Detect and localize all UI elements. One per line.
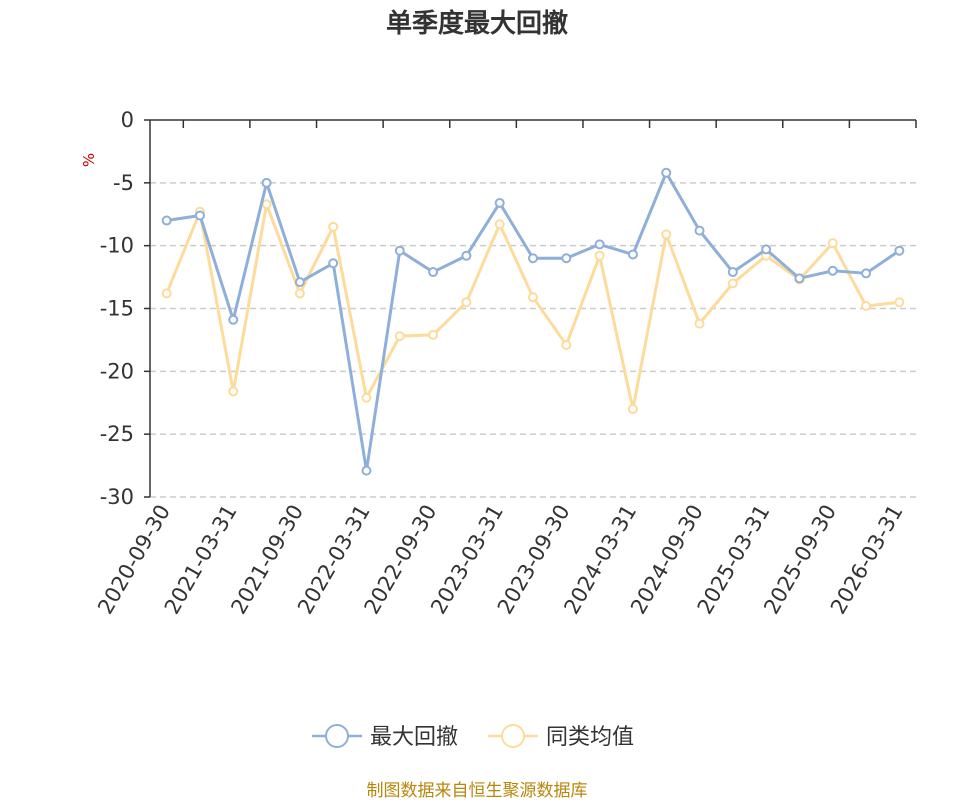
series-1 [161, 199, 905, 415]
legend-item-1[interactable]: 同类均值 [488, 724, 634, 750]
y-axis-ticks: 0 -5 -10 -15 -20 -25 -30 [100, 108, 150, 509]
data-point [261, 199, 272, 210]
data-point [894, 245, 905, 256]
data-point [727, 267, 738, 278]
series-group [161, 167, 905, 476]
data-point [161, 288, 172, 299]
data-point [727, 278, 738, 289]
series-0 [161, 167, 905, 476]
x-tick-label: 2026-03-31 [826, 501, 908, 619]
y-tick-label: -5 [113, 171, 134, 195]
data-point [827, 238, 838, 249]
data-point [261, 177, 272, 188]
legend-marker [501, 724, 525, 748]
legend[interactable]: 最大回撤 同类均值 [312, 724, 634, 750]
data-point [528, 253, 538, 264]
legend-marker [325, 724, 349, 748]
data-point [561, 253, 572, 264]
data-point [594, 250, 605, 261]
data-point [361, 465, 372, 476]
data-point [328, 221, 339, 232]
series-line [165, 202, 900, 411]
data-point [428, 329, 439, 340]
data-point [294, 277, 305, 288]
data-point [228, 386, 239, 397]
grid-lines [150, 182, 916, 498]
source-note: 制图数据来自恒生聚源数据库 [367, 781, 588, 800]
data-point [694, 225, 705, 236]
data-point [461, 297, 472, 308]
chart-title: 单季度最大回撤 [386, 8, 568, 39]
data-point [661, 167, 672, 178]
data-point [161, 215, 172, 226]
legend-label: 同类均值 [546, 725, 634, 750]
data-point [827, 265, 838, 276]
data-point [461, 250, 472, 261]
data-point [627, 249, 638, 260]
data-point [894, 297, 905, 308]
data-point [794, 273, 805, 284]
data-point [228, 314, 239, 325]
data-point [861, 268, 872, 279]
data-point [361, 392, 372, 403]
y-tick-label: -20 [100, 359, 134, 383]
x-axis-ticks: 2020-09-302021-03-312021-09-302022-03-31… [93, 120, 917, 619]
data-point [394, 331, 405, 342]
data-point [394, 245, 405, 256]
y-axis-unit: % [80, 153, 98, 167]
legend-label: 最大回撤 [370, 725, 458, 750]
series-line [166, 171, 901, 473]
data-point [694, 318, 705, 329]
data-point [294, 288, 305, 299]
data-point [194, 210, 205, 221]
data-point [761, 244, 772, 255]
data-point [561, 339, 572, 350]
y-tick-label: -25 [100, 422, 134, 446]
data-point [861, 300, 872, 311]
data-point [661, 229, 672, 240]
legend-item-0[interactable]: 最大回撤 [312, 724, 458, 750]
data-point [494, 197, 505, 208]
data-point [494, 219, 505, 230]
y-tick-label: -15 [100, 297, 134, 321]
data-point [328, 258, 339, 269]
data-point [428, 267, 439, 278]
data-point [594, 239, 605, 250]
y-tick-label: -30 [100, 485, 134, 509]
data-point [627, 404, 638, 415]
y-tick-label: 0 [121, 108, 134, 132]
y-tick-label: -10 [100, 234, 134, 258]
data-point [528, 292, 538, 303]
